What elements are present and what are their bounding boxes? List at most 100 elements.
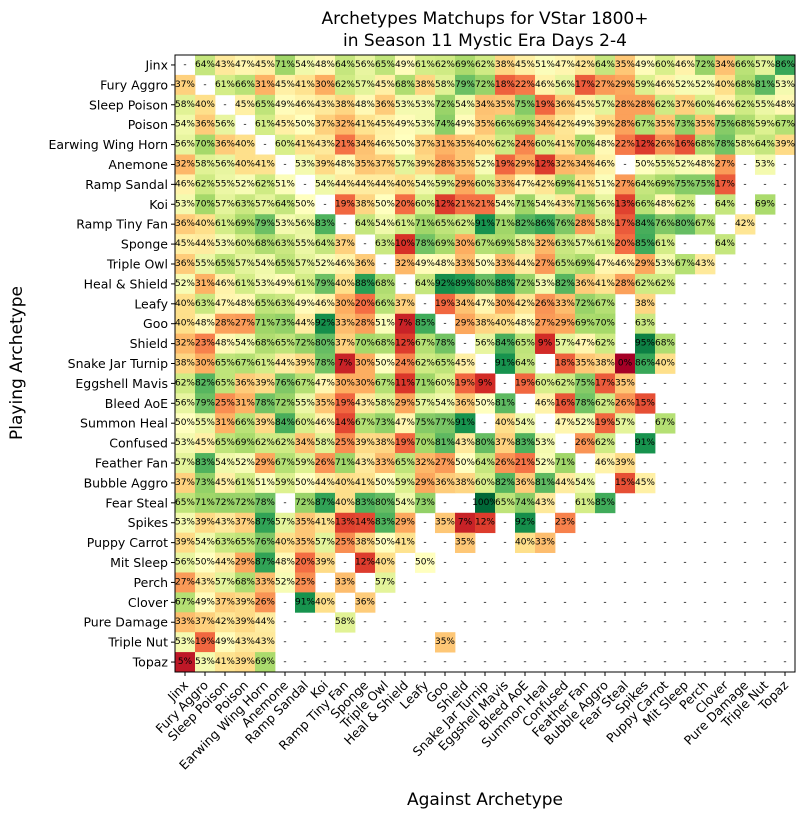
heatmap-cell: [415, 234, 436, 255]
cell-label: 35%: [655, 120, 675, 130]
heatmap-cell: [295, 114, 316, 136]
cell-label: 46%: [175, 179, 195, 189]
heatmap-cell: [215, 413, 236, 434]
cell-label: 12%: [535, 159, 555, 169]
cell-label: 48%: [275, 558, 295, 568]
cell-label: 50%: [295, 478, 315, 488]
cell-label: -: [703, 438, 706, 448]
heatmap-cell: [775, 114, 796, 136]
heatmap-cell: [695, 55, 716, 76]
cell-label: 75%: [415, 418, 435, 428]
cell-label: 55%: [655, 159, 675, 169]
cell-label: -: [563, 498, 566, 508]
cell-label: 71%: [255, 319, 275, 329]
cell-label: 70%: [195, 140, 215, 150]
heatmap-cell: [615, 94, 636, 116]
heatmap-cell: [475, 254, 496, 275]
heatmap-cell: [375, 174, 396, 195]
heatmap-cell: [175, 74, 196, 96]
cell-label: -: [783, 478, 786, 488]
cell-label: 65%: [235, 538, 255, 548]
heatmap-cell: [235, 333, 256, 354]
heatmap-cell: [535, 114, 556, 136]
heatmap-cell: [615, 393, 636, 414]
cell-label: 16%: [555, 398, 575, 408]
heatmap-cell: [215, 393, 236, 414]
cell-label: 76%: [655, 219, 675, 229]
cell-label: 65%: [275, 259, 295, 269]
cell-label: 40%: [335, 478, 355, 488]
cell-label: 52%: [675, 80, 695, 90]
heatmap-cell: [475, 114, 496, 136]
cell-label: 86%: [535, 219, 555, 229]
cell-label: 50%: [375, 538, 395, 548]
heatmap-cell: [395, 134, 416, 155]
cell-label: -: [683, 498, 686, 508]
cell-label: 52%: [535, 458, 555, 468]
cell-label: -: [463, 657, 466, 667]
heatmap-cell: [395, 492, 416, 514]
heatmap-cell: [315, 532, 336, 553]
cell-label: 28%: [615, 279, 635, 289]
cell-label: -: [683, 617, 686, 627]
heatmap-cell: [335, 154, 356, 175]
cell-label: 67%: [655, 418, 675, 428]
cell-label: 65%: [495, 498, 515, 508]
heatmap-cell: [435, 433, 456, 454]
cell-label: 27%: [595, 80, 615, 90]
cell-label: 30%: [355, 378, 375, 388]
cell-label: -: [743, 259, 746, 269]
heatmap-cell: [415, 313, 436, 335]
cell-label: 17%: [595, 378, 615, 388]
cell-label: -: [603, 597, 606, 607]
heatmap-cell: [275, 114, 296, 136]
cell-label: 37%: [335, 339, 355, 349]
cell-label: -: [763, 259, 766, 269]
heatmap-cell: [455, 393, 476, 414]
heatmap-cell: [175, 592, 196, 613]
heatmap-cell: [635, 114, 656, 136]
heatmap-cell: [395, 214, 416, 235]
heatmap-cell: [375, 552, 396, 573]
cell-label: 21%: [475, 199, 495, 209]
heatmap-cell: [375, 114, 396, 136]
heatmap-cell: [315, 552, 336, 573]
heatmap-cell: [255, 492, 276, 514]
heatmap-cell: [735, 94, 756, 116]
heatmap-cell: [275, 174, 296, 195]
cell-label: -: [783, 518, 786, 528]
heatmap-cell: [595, 453, 616, 474]
heatmap-cell: [415, 194, 436, 215]
heatmap-cell: [235, 532, 256, 553]
heatmap-cell: [695, 134, 716, 155]
heatmap-cell: [175, 313, 196, 335]
heatmap-cell: [335, 453, 356, 474]
cell-label: 40%: [235, 159, 255, 169]
cell-label: 37%: [175, 478, 195, 488]
cell-label: 69%: [755, 199, 775, 209]
cell-label: 71%: [195, 498, 215, 508]
heatmap-cell: [235, 94, 256, 116]
y-tick-label: Poison: [128, 117, 168, 132]
heatmap-cell: [675, 194, 696, 215]
cell-label: 86%: [635, 359, 655, 369]
cell-label: 44%: [295, 319, 315, 329]
cell-label: -: [683, 299, 686, 309]
cell-label: 36%: [355, 597, 375, 607]
heatmap-cell: [235, 373, 256, 394]
cell-label: 47%: [555, 418, 575, 428]
heatmap-cell: [475, 333, 496, 354]
cell-label: 57%: [215, 199, 235, 209]
cell-label: 55%: [295, 398, 315, 408]
cell-label: 38%: [455, 478, 475, 488]
cell-label: 50%: [295, 199, 315, 209]
heatmap-cell: [295, 94, 316, 116]
cell-label: -: [643, 378, 646, 388]
heatmap-cell: [255, 273, 276, 295]
cell-label: 31%: [215, 418, 235, 428]
heatmap-cell: [455, 55, 476, 76]
heatmap-cell: [375, 94, 396, 116]
cell-label: -: [743, 319, 746, 329]
cell-label: -: [703, 518, 706, 528]
heatmap-cell: [315, 74, 336, 96]
